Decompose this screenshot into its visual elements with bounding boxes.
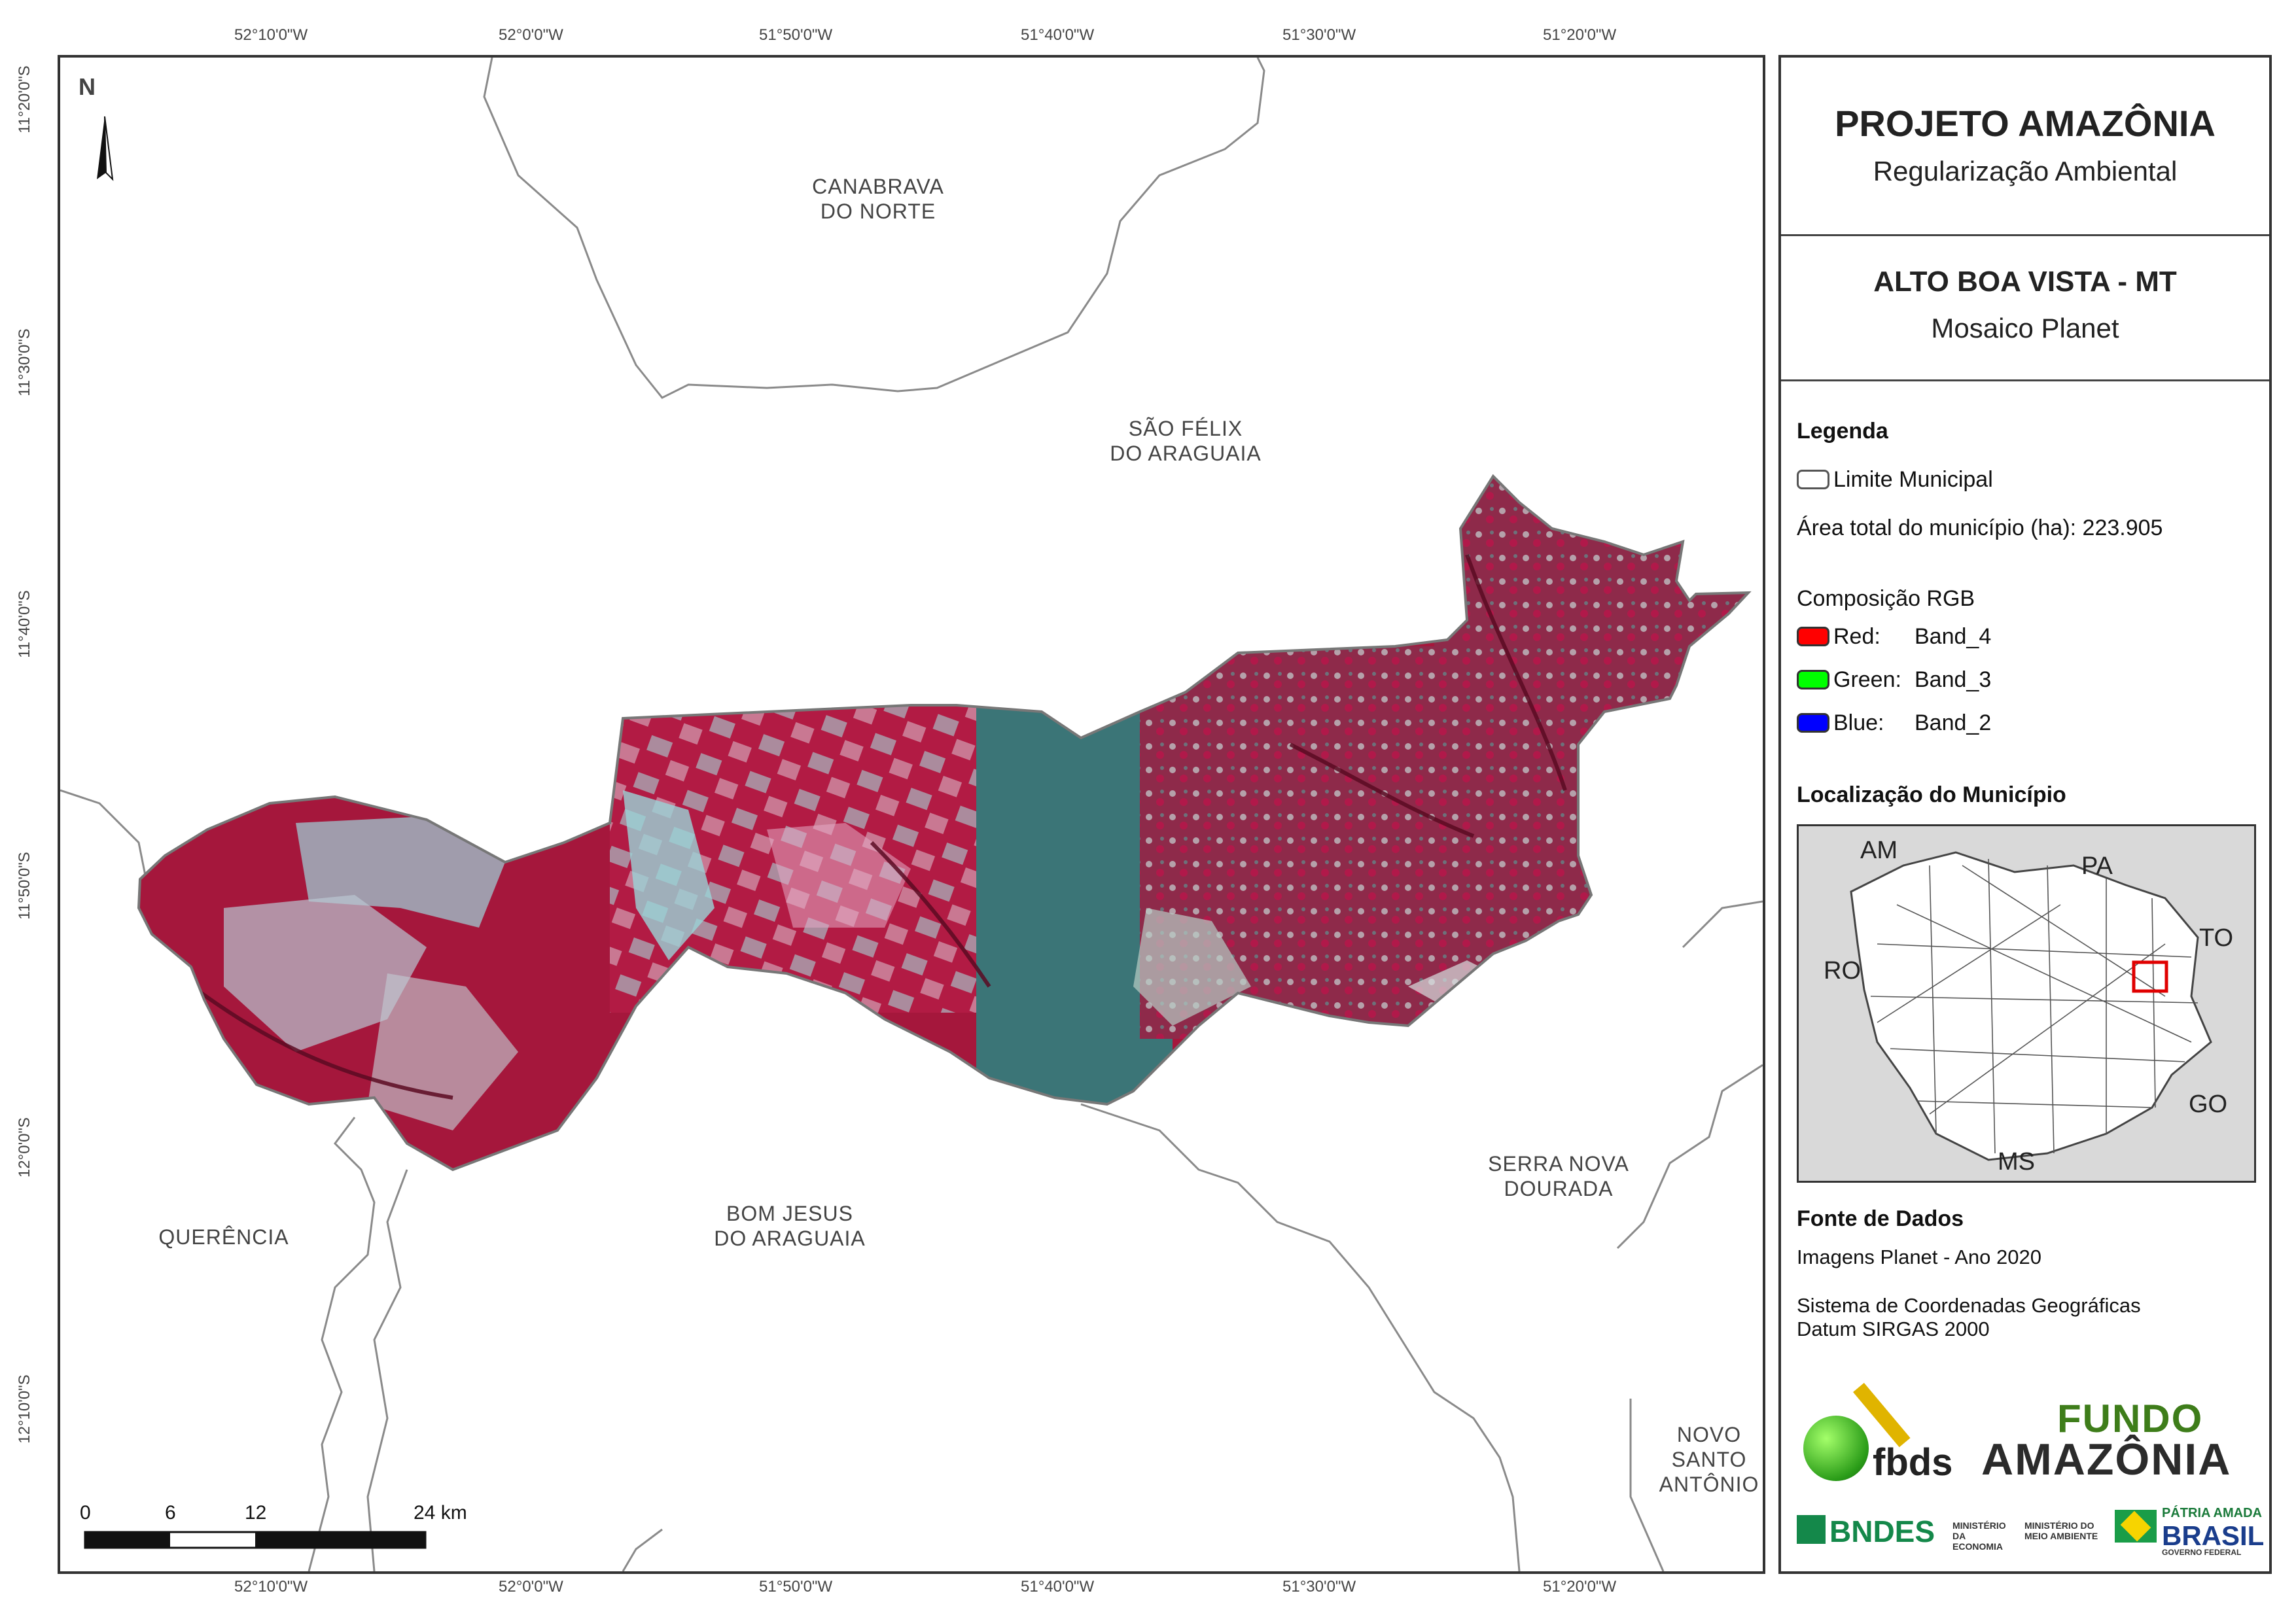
band-channel: Blue: [1833, 710, 1884, 735]
boundary-novo-santo [1629, 1399, 1665, 1571]
inset-label-pa: PA [2081, 852, 2113, 880]
area-total: Área total do município (ha): 223.905 [1797, 515, 2163, 540]
scale-label-24: 24 km [414, 1502, 467, 1524]
red-band-swatch [1797, 627, 1829, 646]
fundo-amazonia-logo: FUNDO AMAZÔNIA [1981, 1397, 2232, 1484]
ministerio-economia-logo: MINISTÉRIO DA ECONOMIA [1952, 1520, 2006, 1552]
lat-label: 12°0'0"S [16, 1117, 33, 1178]
lat-label: 11°50'0"S [16, 852, 33, 920]
lat-label: 11°20'0"S [16, 65, 33, 133]
boundary-bottom-mid [622, 1528, 663, 1571]
inset-label-am: AM [1860, 837, 1898, 864]
source-line: Sistema de Coordenadas Geográficas [1797, 1294, 2141, 1317]
scale-bar [84, 1531, 427, 1549]
inset-label-to: TO [2199, 924, 2234, 952]
lat-label: 12°10'0"S [16, 1374, 33, 1444]
scale-label-6: 6 [165, 1502, 176, 1524]
north-label: N [79, 73, 96, 100]
boundary-serra-east [1616, 1064, 1763, 1249]
map-canvas [60, 58, 1763, 1571]
band-name: Band_3 [1915, 667, 1992, 692]
lat-label: 11°40'0"S [16, 590, 33, 658]
north-arrow-icon [97, 116, 114, 181]
planet-mosaic [139, 476, 1748, 1170]
lon-label-top: 51°20'0"W [1543, 26, 1617, 44]
inset-label-ms: MS [1998, 1148, 2035, 1176]
fbds-logo: fbds [1801, 1382, 1958, 1484]
rgb-heading: Composição RGB [1797, 586, 1975, 611]
lon-label-bottom: 52°10'0"W [234, 1578, 308, 1596]
label-canabrava: CANABRAVA DO NORTE [812, 175, 944, 223]
lon-label-bottom: 51°20'0"W [1543, 1578, 1617, 1596]
map-subtitle: Mosaico Planet [1931, 313, 2119, 343]
boundary-querencia-b [366, 1169, 408, 1571]
boundary-serra-nova [1682, 900, 1763, 949]
scale-label-0: 0 [80, 1502, 91, 1524]
inset-label-go: GO [2189, 1091, 2228, 1118]
location-heading: Localização do Município [1797, 782, 2066, 807]
lon-label-bottom: 52°0'0"W [499, 1578, 563, 1596]
ministerio-meio-ambiente-logo: MINISTÉRIO DO MEIO AMBIENTE [2024, 1520, 2098, 1541]
boundary-canabrava [483, 58, 1265, 399]
label-novo-santo: NOVO SANTO ANTÔNIO [1659, 1423, 1759, 1496]
source-line: Imagens Planet - Ano 2020 [1797, 1246, 2041, 1268]
limit-swatch [1797, 470, 1829, 489]
map-title: ALTO BOA VISTA - MT [1873, 266, 2177, 298]
lon-label-top: 52°0'0"W [499, 26, 563, 44]
band-channel: Red: [1833, 624, 1881, 649]
lon-label-bottom: 51°40'0"W [1021, 1578, 1095, 1596]
divider [1781, 379, 2269, 381]
blue-band-swatch [1797, 713, 1829, 733]
locator-map [1850, 851, 2212, 1161]
label-sao-felix: SÃO FÉLIX DO ARAGUAIA [1110, 417, 1262, 465]
bndes-logo: BNDES [1797, 1511, 1941, 1550]
band-name: Band_4 [1915, 624, 1992, 649]
legend-panel: PROJETO AMAZÔNIA Regularização Ambiental… [1778, 55, 2272, 1574]
band-name: Band_2 [1915, 710, 1992, 735]
lat-label: 11°30'0"S [16, 328, 33, 396]
alto-boa-vista-boundary [137, 474, 1752, 1172]
boundary-bomjesus-east [1080, 1103, 1521, 1571]
label-bom-jesus: BOM JESUS DO ARAGUAIA [714, 1202, 866, 1250]
green-band-swatch [1797, 670, 1829, 689]
municipal-boundaries [60, 58, 1763, 1571]
locator-inset[interactable]: AM PA TO RO GO MS [1797, 824, 2256, 1183]
scale-label-12: 12 [245, 1502, 267, 1524]
project-subtitle: Regularização Ambiental [1873, 156, 2178, 186]
municipality-locator-box [2132, 960, 2168, 993]
map-frame[interactable]: N CANABRAVA DO NORTE SÃO FÉLIX DO ARAGUAIA… [58, 55, 1765, 1574]
divider [1781, 234, 2269, 236]
lon-label-bottom: 51°50'0"W [759, 1578, 833, 1596]
lon-label-top: 51°50'0"W [759, 26, 833, 44]
lon-label-bottom: 51°30'0"W [1282, 1578, 1356, 1596]
legend-limit: Limite Municipal [1833, 467, 1993, 492]
legend-heading: Legenda [1797, 419, 1888, 444]
source-line: Datum SIRGAS 2000 [1797, 1318, 1990, 1340]
lon-label-top: 51°40'0"W [1021, 26, 1095, 44]
boundary-querencia-west [60, 789, 147, 876]
label-querencia: QUERÊNCIA [158, 1225, 289, 1249]
label-serra-nova: SERRA NOVA DOURADA [1488, 1152, 1629, 1200]
boundary-querencia-south [308, 1117, 376, 1571]
project-title: PROJETO AMAZÔNIA [1835, 103, 2216, 144]
inset-label-ro: RO [1824, 957, 1861, 985]
source-heading: Fonte de Dados [1797, 1206, 1964, 1231]
lon-label-top: 51°30'0"W [1282, 26, 1356, 44]
lon-label-top: 52°10'0"W [234, 26, 308, 44]
band-channel: Green: [1833, 667, 1901, 692]
governo-federal-logo: PÁTRIA AMADA BRASIL GOVERNO FEDERAL [2115, 1505, 2264, 1557]
